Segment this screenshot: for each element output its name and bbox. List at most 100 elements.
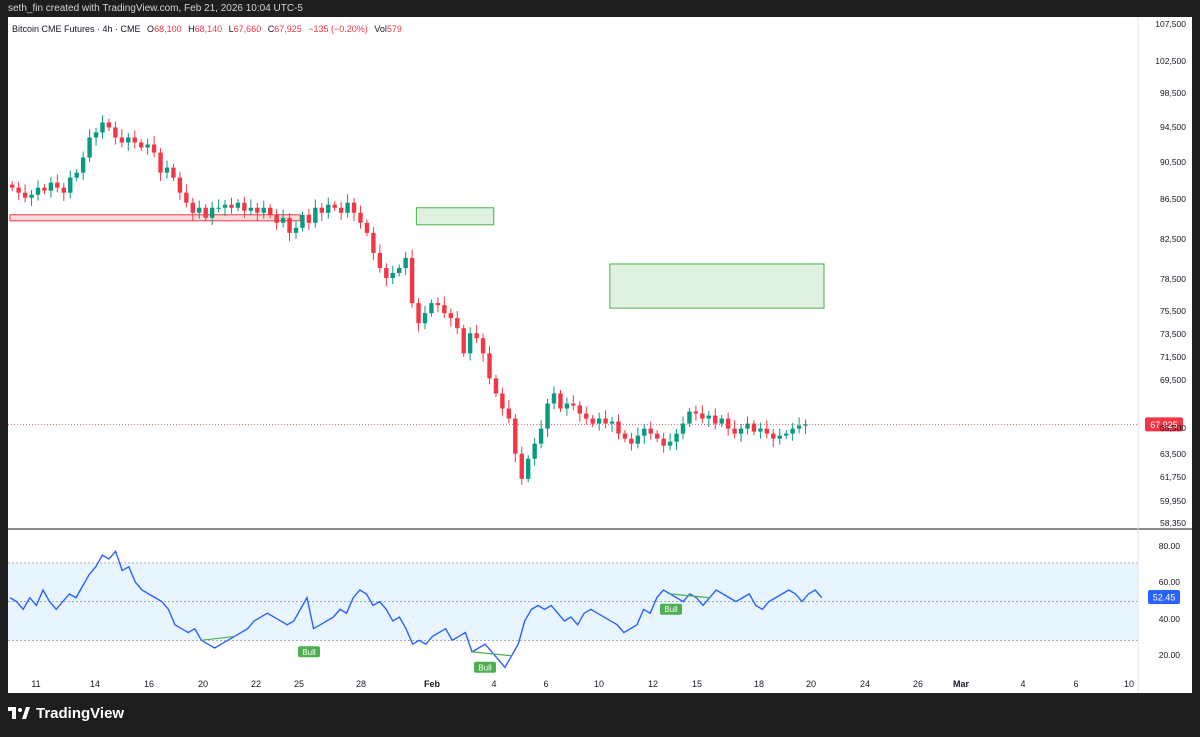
candle-body — [42, 187, 47, 191]
candle-body — [655, 433, 660, 439]
zone-demand-2 — [609, 263, 825, 309]
candle-body — [538, 428, 544, 444]
candle-body — [10, 184, 15, 188]
candle-body — [603, 418, 608, 424]
candle-body — [719, 418, 724, 424]
candle-body — [16, 187, 21, 193]
open-label: O — [147, 24, 154, 34]
candle-body — [706, 415, 711, 419]
candle-body — [203, 207, 208, 218]
price-tick-label: 61,750 — [1160, 472, 1186, 482]
candle-body — [693, 411, 699, 414]
time-tick-label: 6 — [1073, 679, 1078, 689]
bull-badge — [298, 646, 320, 658]
candle-body — [416, 303, 421, 324]
bull-label: Bull — [478, 663, 492, 672]
candle-body — [758, 428, 763, 432]
candle-body — [171, 167, 176, 178]
candle-body — [448, 313, 453, 319]
candle-body — [390, 273, 395, 279]
time-tick-label: 24 — [860, 679, 870, 689]
candle-body — [796, 425, 802, 429]
candle-body — [771, 433, 776, 439]
candle-body — [313, 207, 318, 223]
time-tick-label: 11 — [31, 679, 40, 689]
brand-text: TradingView — [36, 705, 125, 722]
price-pane — [8, 115, 1138, 485]
candle-body — [184, 192, 189, 203]
candle-body — [106, 122, 112, 128]
zone-demand-1 — [415, 207, 495, 226]
candle-body — [248, 207, 254, 211]
vol-label: Vol — [374, 24, 387, 34]
price-tick-label: 59,950 — [1160, 496, 1186, 506]
candle-body — [151, 144, 157, 153]
candle-body — [545, 403, 550, 429]
high-value: 68,140 — [195, 24, 223, 34]
candle-body — [784, 433, 789, 436]
candle-body — [609, 421, 615, 424]
candle-body — [751, 423, 757, 432]
candle-body — [409, 257, 415, 304]
candle-body — [571, 403, 576, 406]
price-tick-label: 102,500 — [1155, 56, 1186, 66]
svg-text:Bitcoin CME Futures · 4h · CME: Bitcoin CME Futures · 4h · CME O68,100 H… — [12, 24, 402, 34]
candle-body — [403, 257, 408, 268]
candle-body — [429, 303, 434, 314]
time-tick-label: 26 — [913, 679, 923, 689]
bull-badge — [660, 603, 682, 615]
time-tick-label: 6 — [543, 679, 548, 689]
candle-body — [319, 207, 324, 213]
candle-body — [209, 207, 215, 218]
candle-body — [558, 393, 563, 409]
axes: 67,925 107,500 102,500 98,500 94,500 90,500 86… — [8, 17, 1192, 693]
candle-body — [435, 303, 441, 306]
candle-body — [577, 405, 582, 414]
candle-body — [674, 433, 679, 442]
chart-frame: Bull Bull Bull 67,925 107,500 102,500 98,500 9… — [8, 17, 1192, 693]
candle-body — [713, 415, 718, 424]
candle-body — [158, 152, 163, 173]
rsi-value-badge — [1148, 590, 1180, 604]
candle-body — [667, 441, 673, 446]
price-tick-label: 75,500 — [1160, 306, 1186, 316]
price-tick-label: 63,500 — [1160, 449, 1186, 459]
time-tick-label: 12 — [648, 679, 658, 689]
time-tick-label: 4 — [491, 679, 496, 689]
candle-body — [280, 217, 286, 223]
candle-body — [590, 418, 595, 424]
candle-body — [738, 428, 744, 434]
candle-body — [197, 207, 202, 213]
candle-body — [422, 313, 428, 324]
zone-supply-0 — [9, 214, 301, 222]
time-tick-label: 25 — [294, 679, 304, 689]
candle-body — [513, 418, 518, 454]
candle-body — [803, 424, 808, 426]
bull-label: Bull — [664, 605, 678, 614]
candle-body — [255, 207, 260, 213]
close-label: C — [268, 24, 275, 34]
candle-body — [119, 137, 125, 143]
candle-body — [338, 207, 344, 213]
candle-body — [732, 428, 737, 434]
candle-body — [493, 378, 499, 394]
candle-body — [177, 177, 183, 193]
time-tick-label: 20 — [198, 679, 208, 689]
candle-body — [648, 428, 653, 434]
bull-badge — [474, 661, 496, 673]
last-price-label: 67,925 — [1150, 420, 1178, 430]
price-tick-label: 69,500 — [1160, 375, 1186, 385]
candle-body — [293, 227, 299, 233]
chart-svg[interactable]: Bull Bull Bull 67,925 107,500 102,500 98,500 9… — [8, 17, 1192, 693]
candle-body — [519, 453, 524, 479]
candle-body — [190, 202, 195, 213]
time-tick-label: 10 — [1124, 679, 1134, 689]
candle-body — [29, 194, 34, 198]
tradingview-logo[interactable]: TradingView — [8, 705, 124, 722]
candle-body — [326, 204, 331, 213]
candle-body — [132, 137, 137, 143]
candle-body — [642, 428, 647, 436]
time-tick-label: 20 — [806, 679, 816, 689]
candle-body — [364, 222, 370, 233]
candle-body — [480, 338, 486, 354]
